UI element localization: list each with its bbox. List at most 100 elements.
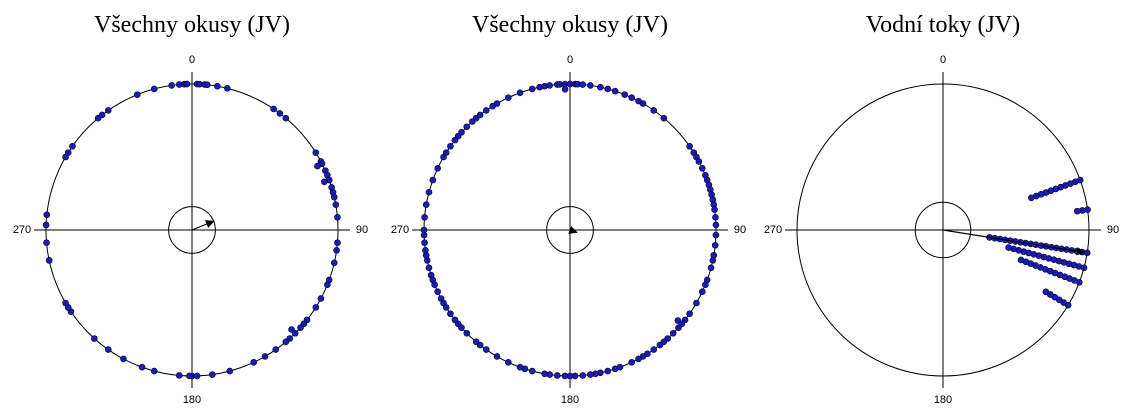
dot [482, 346, 490, 353]
dot [695, 158, 703, 165]
dot [528, 367, 536, 375]
dot [224, 85, 231, 92]
dot [282, 338, 290, 346]
dot [42, 221, 50, 229]
dot [272, 346, 280, 353]
dot [463, 123, 471, 131]
dot [203, 81, 211, 89]
dot [669, 329, 677, 337]
tick-label: 90 [1107, 224, 1119, 236]
dot [261, 353, 269, 360]
chart-title: Vodní toky (JV) [866, 12, 1020, 38]
tick-label: 180 [183, 394, 201, 406]
mean-vector [568, 225, 578, 234]
dot [442, 149, 450, 156]
dot [639, 100, 647, 107]
dot [91, 335, 98, 342]
dot [675, 324, 682, 331]
dot [458, 129, 465, 136]
dot [421, 239, 428, 247]
dot [297, 324, 304, 331]
dot [429, 176, 437, 184]
dot [330, 259, 338, 267]
dot [312, 304, 320, 311]
dot [62, 299, 69, 307]
dot [250, 359, 258, 366]
dot [541, 370, 548, 378]
dot [333, 247, 340, 254]
dot [45, 257, 53, 264]
tick-label: 0 [940, 54, 946, 66]
dot [334, 239, 341, 247]
dot [427, 271, 435, 279]
dot [447, 142, 454, 150]
dot [434, 288, 441, 296]
dot [561, 372, 569, 380]
dot [321, 178, 328, 186]
dot [546, 82, 553, 89]
dot [226, 367, 234, 375]
dot [420, 226, 428, 234]
dot [686, 142, 693, 150]
dot [493, 100, 501, 107]
dot [604, 367, 612, 375]
dot [579, 372, 587, 379]
dot [597, 83, 604, 91]
dot [516, 363, 524, 371]
dot [422, 247, 429, 254]
critical-circle [168, 206, 216, 254]
dot [175, 372, 183, 379]
dot [493, 353, 501, 360]
dot [134, 91, 141, 98]
dot [332, 201, 340, 208]
dot [561, 85, 569, 93]
dot [312, 149, 320, 156]
tick-label: 180 [561, 394, 579, 406]
tick-label: 270 [764, 224, 782, 236]
dot [425, 264, 433, 272]
dot [709, 257, 717, 264]
dot [712, 221, 720, 229]
dot [504, 359, 512, 366]
dot [1028, 194, 1035, 202]
dot [330, 193, 338, 201]
critical-circle [914, 201, 972, 259]
dot [650, 107, 658, 114]
dot [707, 264, 715, 272]
dot [324, 281, 331, 288]
dot [43, 239, 50, 247]
dot [686, 310, 693, 318]
dot [463, 329, 471, 337]
dot [587, 371, 594, 378]
dot [482, 107, 490, 114]
dot [611, 365, 619, 373]
dot [98, 111, 106, 119]
dot [270, 105, 277, 113]
dot [628, 359, 636, 366]
dot [425, 188, 433, 196]
dot [186, 372, 193, 380]
dot [69, 142, 76, 150]
dot [437, 295, 445, 302]
chart-title: Všechny okusy (JV) [472, 12, 668, 38]
dot [1073, 207, 1081, 215]
tick-label: 90 [734, 224, 746, 236]
dot [1017, 256, 1025, 264]
dot [168, 82, 175, 89]
dot [504, 94, 512, 101]
tick-label: 270 [13, 224, 31, 236]
dot [712, 231, 720, 239]
dot [64, 149, 72, 156]
dot [674, 317, 682, 324]
tick-label: 90 [356, 224, 368, 236]
dot [43, 211, 51, 219]
dot [282, 114, 290, 122]
chart-title: Všechny okusy (JV) [94, 12, 290, 38]
dot [699, 288, 706, 296]
dot [1005, 244, 1012, 251]
dot [587, 82, 594, 89]
dot [553, 372, 561, 379]
dot [150, 85, 158, 93]
dot [276, 110, 284, 117]
